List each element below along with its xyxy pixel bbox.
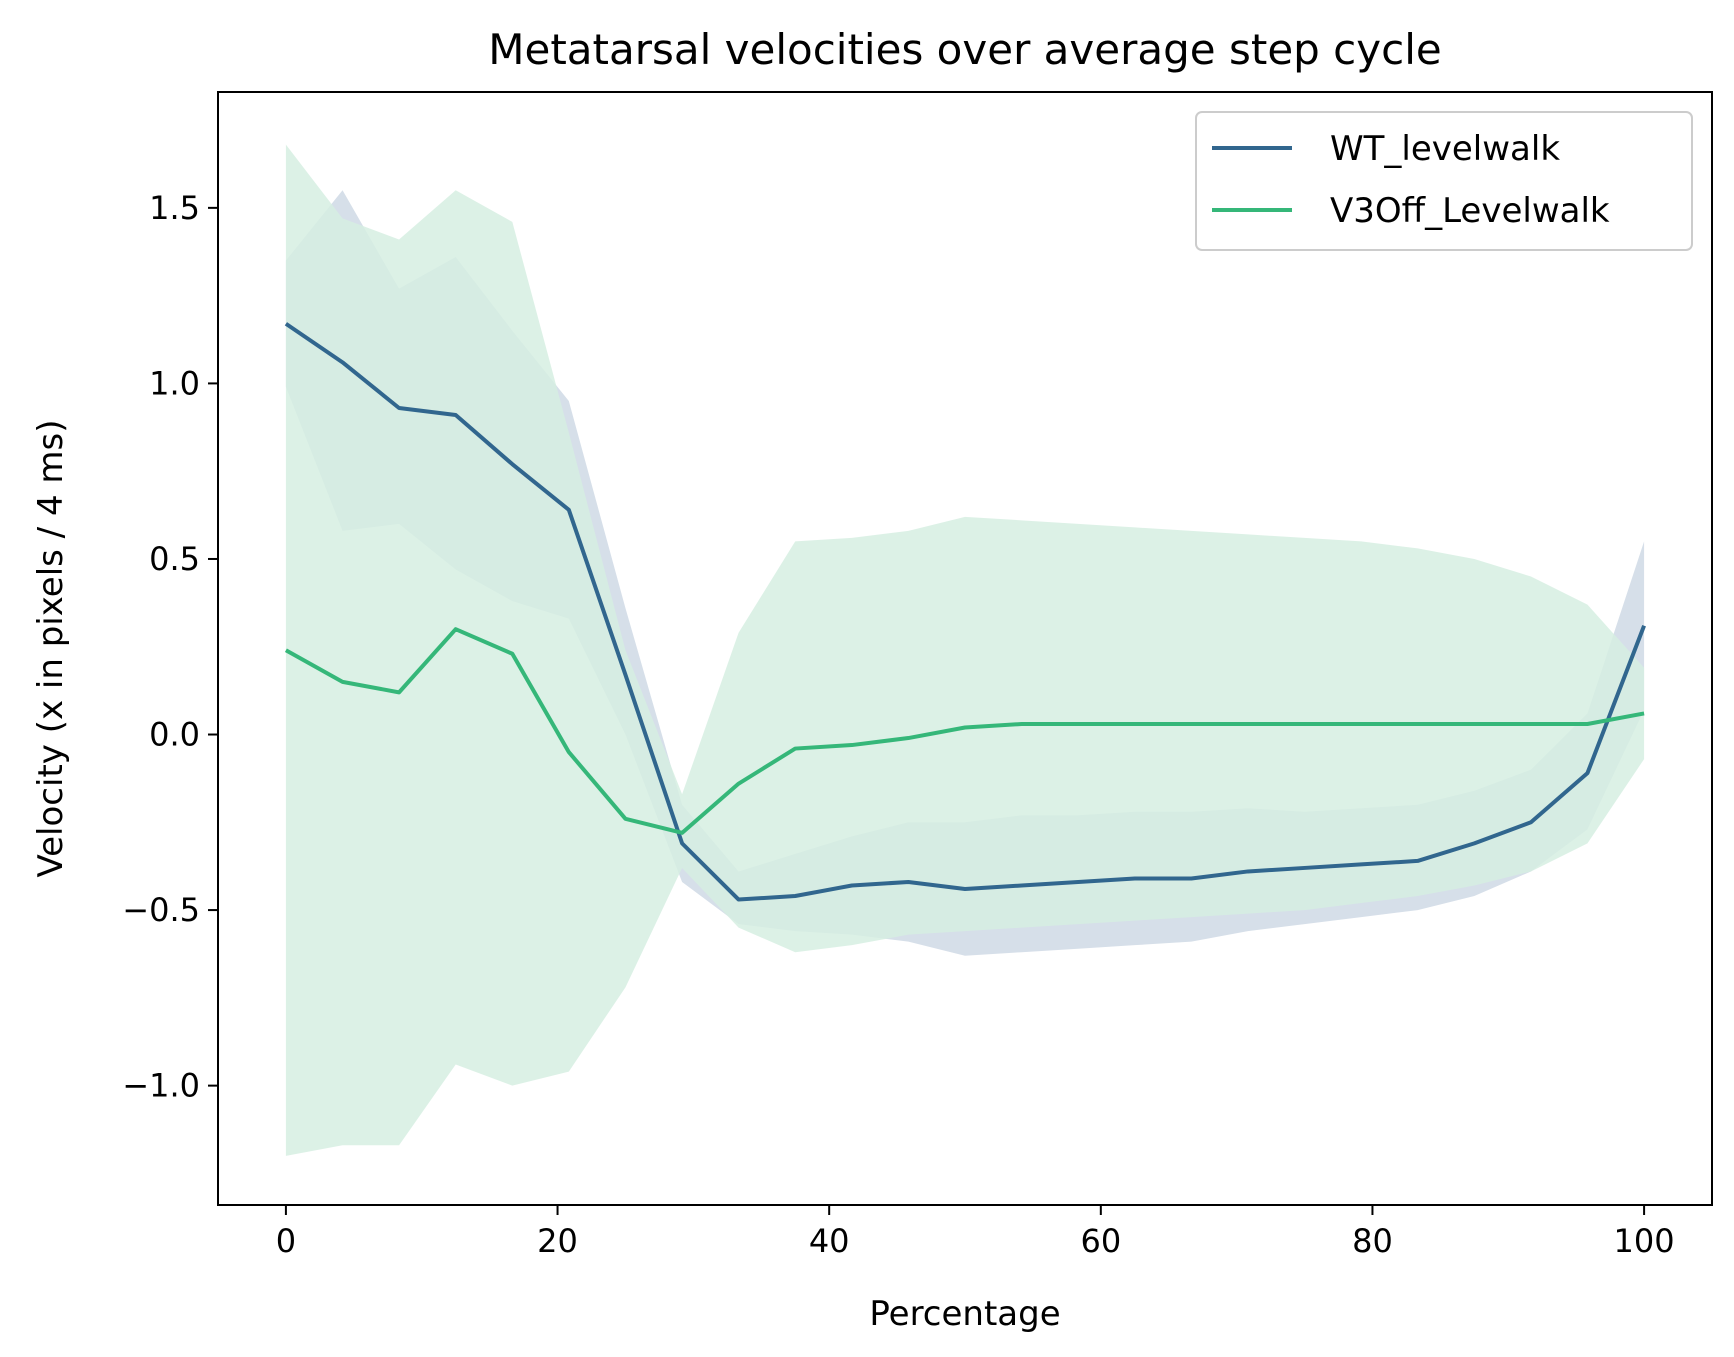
y-axis-ticks: −1.0 −0.5 0.0 0.5 1.0 1.5	[122, 189, 218, 1105]
x-tick-label: 0	[276, 1222, 296, 1260]
chart-title: Metatarsal velocities over average step …	[488, 25, 1441, 74]
y-tick-label: 0.5	[149, 540, 200, 578]
legend-label: WT_levelwalk	[1330, 129, 1560, 169]
plot-frame	[217, 91, 1713, 1206]
y-tick-label: 1.0	[149, 364, 200, 402]
line-V3Off_Levelwalk	[284, 627, 1645, 835]
x-axis-ticks: 0 20 40 60 80 100	[276, 1205, 1675, 1260]
legend: WT_levelwalk V3Off_Levelwalk	[1195, 111, 1693, 251]
y-tick-label: 0.0	[149, 716, 200, 754]
x-tick-label: 80	[1352, 1222, 1393, 1260]
line-WT_levelwalk	[284, 322, 1646, 902]
y-tick-label: −1.0	[122, 1067, 200, 1105]
x-tick-label: 60	[1080, 1222, 1121, 1260]
confidence-bands	[285, 144, 1645, 1156]
x-axis-label: Percentage	[869, 1294, 1060, 1334]
band-V3Off_Levelwalk	[285, 144, 1645, 1156]
x-tick-label: 100	[1614, 1222, 1675, 1260]
y-axis-label: Velocity (x in pixels / 4 ms)	[31, 420, 71, 878]
legend-label: V3Off_Levelwalk	[1330, 191, 1610, 231]
y-tick-label: −0.5	[122, 891, 200, 929]
x-tick-label: 20	[537, 1222, 578, 1260]
series-lines	[284, 322, 1646, 902]
x-tick-label: 40	[809, 1222, 850, 1260]
y-tick-label: 1.5	[149, 189, 200, 227]
legend-box	[1195, 111, 1693, 251]
